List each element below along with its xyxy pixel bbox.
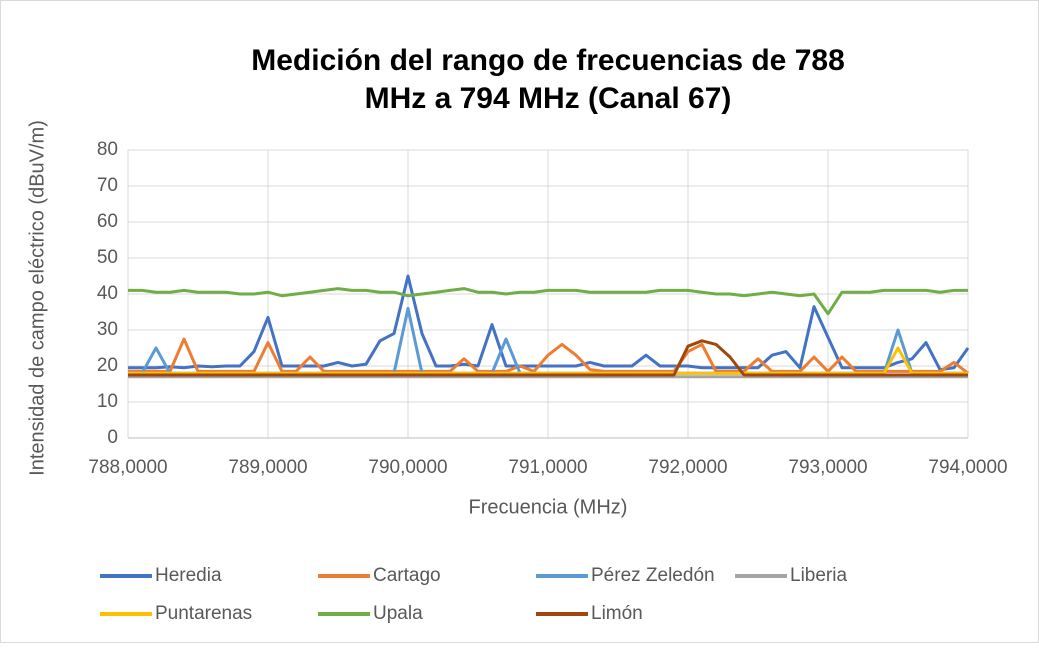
y-tick-label: 20 [97, 355, 118, 376]
x-tick-label: 794,0000 [928, 457, 1007, 478]
series-line [128, 339, 968, 377]
chart-title: Medición del rango de frecuencias de 788 [251, 44, 845, 77]
x-tick-label: 790,0000 [368, 457, 447, 478]
legend-label: Cartago [373, 565, 441, 586]
series-line [128, 337, 969, 375]
series-line [128, 346, 968, 375]
y-tick-label: 30 [97, 319, 118, 340]
legend-label: Upala [373, 603, 423, 624]
legend-label: Puntarenas [155, 603, 252, 624]
series-line [128, 274, 970, 372]
y-tick-label: 50 [97, 247, 118, 268]
y-tick-label: 60 [97, 211, 118, 232]
y-tick-label: 80 [97, 139, 118, 160]
legend-label: Limón [591, 603, 643, 624]
legend-label: Liberia [790, 565, 847, 586]
x-tick-label: 788,0000 [88, 457, 167, 478]
y-tick-label: 70 [97, 175, 118, 196]
y-axis-title: Intensidad de campo eléctrico (dBuV/m) [26, 120, 48, 476]
series-line [128, 287, 968, 316]
x-tick-label: 791,0000 [508, 457, 587, 478]
chart-title: MHz a 794 MHz (Canal 67) [365, 82, 732, 115]
y-tick-label: 40 [97, 283, 118, 304]
legend-label: Heredia [155, 565, 222, 586]
x-axis-title: Frecuencia (MHz) [469, 496, 628, 518]
x-tick-label: 792,0000 [648, 457, 727, 478]
legend-label: Pérez Zeledón [591, 565, 715, 586]
y-tick-label: 10 [97, 391, 118, 412]
y-tick-label: 0 [107, 427, 118, 448]
x-tick-label: 789,0000 [228, 457, 307, 478]
x-tick-label: 793,0000 [788, 457, 867, 478]
